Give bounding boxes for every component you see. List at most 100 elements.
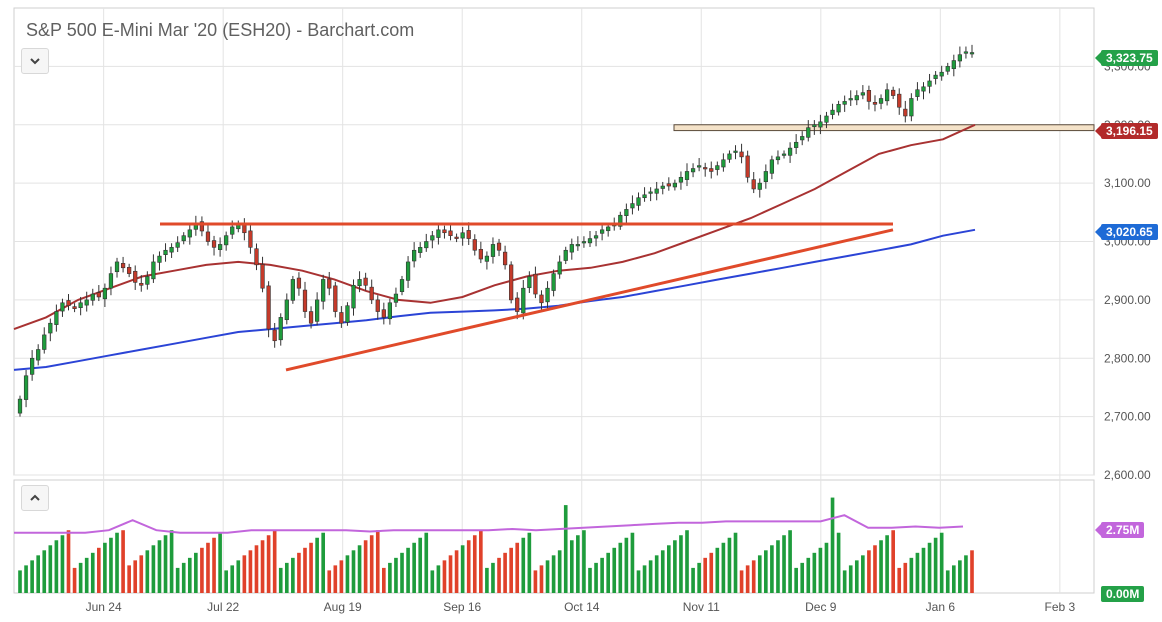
volume-layer xyxy=(14,497,974,593)
candle-body xyxy=(715,165,720,170)
last-price-label: 3,323.75 xyxy=(1095,50,1158,66)
volume-bar xyxy=(745,565,750,593)
volume-bar xyxy=(291,557,295,593)
volume-bar xyxy=(448,555,453,593)
volume-bar xyxy=(103,542,107,593)
candle-body xyxy=(678,176,684,183)
candle-body xyxy=(654,188,659,194)
volume-bar xyxy=(533,570,538,593)
candle-body xyxy=(897,93,902,108)
candle-body xyxy=(618,214,623,227)
volume-bar xyxy=(600,557,604,593)
volume-bar xyxy=(284,562,289,593)
volume-bar xyxy=(18,570,22,593)
volume-bar xyxy=(351,550,356,593)
volume-bar xyxy=(903,562,908,593)
candle-body xyxy=(593,235,599,239)
volume-bar xyxy=(927,542,932,593)
candle-body xyxy=(139,282,144,286)
candle-body xyxy=(969,52,975,55)
volume-bar xyxy=(721,542,726,593)
candle-body xyxy=(866,90,872,102)
candle-body xyxy=(145,276,150,285)
volume-bar xyxy=(442,560,447,593)
candle-body xyxy=(254,248,259,266)
volume-bar xyxy=(254,545,259,593)
volume-bar xyxy=(618,542,623,593)
candle-body xyxy=(751,179,756,190)
candle-body xyxy=(357,279,362,287)
chart-grid xyxy=(13,7,1095,594)
y-tick-label: 2,800.00 xyxy=(1104,351,1151,365)
volume-bar xyxy=(388,562,392,593)
candle-body xyxy=(581,241,587,244)
candle-body xyxy=(599,229,605,234)
candle-body xyxy=(108,273,114,289)
candle-body xyxy=(891,89,896,96)
candle-body xyxy=(405,261,411,281)
volume-bar xyxy=(42,550,47,593)
candle-body xyxy=(30,357,35,375)
candle-body xyxy=(806,127,811,138)
volume-bar xyxy=(466,540,471,593)
moving-average-layer xyxy=(13,123,976,371)
volume-bar xyxy=(964,555,968,593)
candle-body xyxy=(854,95,859,101)
candle-body xyxy=(230,226,235,235)
candle-body xyxy=(727,153,732,160)
volume-bar xyxy=(248,550,253,593)
volume-bar xyxy=(97,547,101,593)
chevron-up-icon xyxy=(30,494,40,501)
candle-body xyxy=(563,249,568,261)
volume-bar xyxy=(582,530,586,593)
candle-body xyxy=(575,244,580,247)
candle-body xyxy=(800,136,805,141)
candle-body xyxy=(430,235,435,241)
volume-average-label: 2.75M xyxy=(1094,522,1145,538)
candle-body xyxy=(484,255,490,262)
candle-body xyxy=(102,287,108,300)
x-tick-label: Oct 14 xyxy=(564,600,600,614)
volume-bar xyxy=(788,530,792,593)
candle-body xyxy=(54,311,59,325)
volume-bar xyxy=(436,565,441,593)
candle-body xyxy=(721,159,726,168)
volume-bar xyxy=(539,565,544,593)
volume-bar xyxy=(915,552,920,593)
volume-bar xyxy=(66,530,71,593)
candle-body xyxy=(945,66,950,72)
chevron-down-icon xyxy=(30,58,40,65)
candle-body xyxy=(775,156,781,161)
volume-bar xyxy=(333,565,338,593)
volume-bar xyxy=(842,570,847,593)
collapse-button[interactable] xyxy=(21,48,49,74)
volume-bar xyxy=(375,530,380,593)
candle-body xyxy=(490,244,496,257)
volume-bar xyxy=(606,552,610,593)
candle-body xyxy=(606,226,611,232)
volume-bar xyxy=(897,567,902,593)
ma50-price-label: 3,196.15 xyxy=(1095,123,1158,139)
volume-expand-button[interactable] xyxy=(21,485,49,511)
x-tick-label: Nov 11 xyxy=(683,600,720,614)
candle-body xyxy=(199,221,205,232)
candle-body xyxy=(42,334,47,350)
candle-body xyxy=(733,150,738,153)
candle-body xyxy=(933,74,938,79)
candle-body xyxy=(545,287,550,303)
volume-bar xyxy=(200,547,204,593)
volume-bar xyxy=(636,570,641,593)
volume-bar xyxy=(545,560,550,593)
candle-body xyxy=(339,312,344,324)
candle-body xyxy=(448,230,453,236)
volume-bar xyxy=(266,535,271,593)
ma-line-ma50 xyxy=(13,123,976,331)
support-zone xyxy=(673,124,1095,132)
volume-bar xyxy=(739,570,744,593)
candle-body xyxy=(636,197,641,206)
y-tick-label: 3,100.00 xyxy=(1104,176,1151,190)
candle-body xyxy=(454,236,459,239)
volume-bar xyxy=(194,552,198,593)
volume-bar xyxy=(800,562,805,593)
